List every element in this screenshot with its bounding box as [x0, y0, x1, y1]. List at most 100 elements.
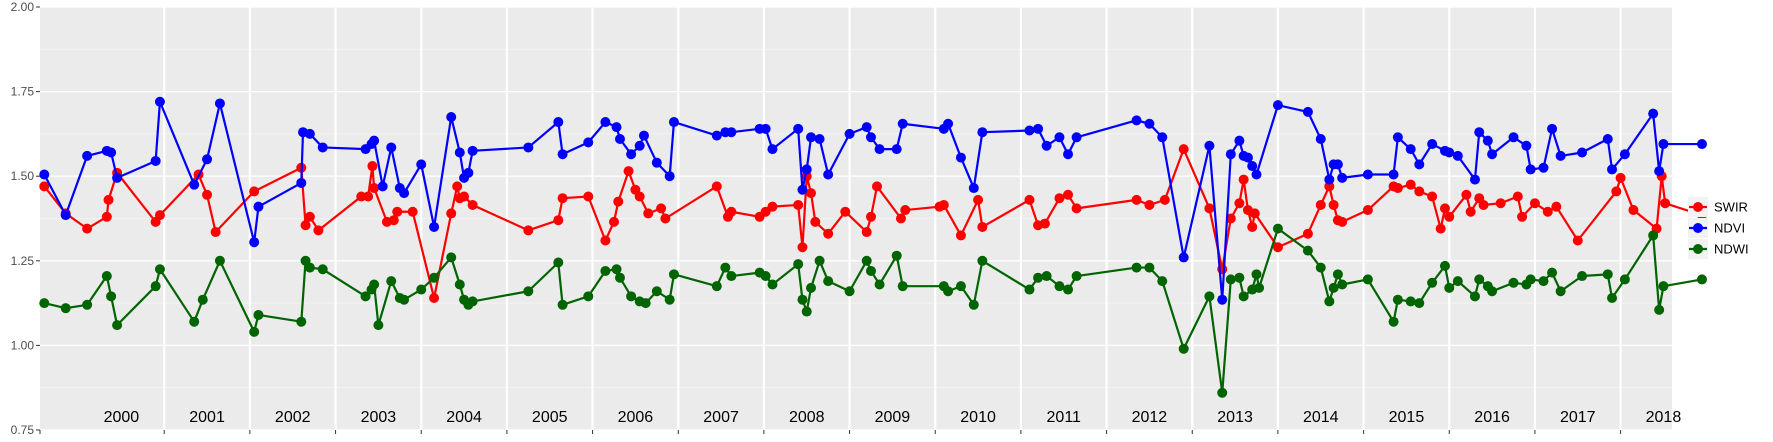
data-point-ndvi: [767, 144, 778, 155]
data-point-ndwi: [369, 279, 380, 290]
year-label: 2012: [1132, 409, 1168, 426]
data-point-ndvi: [1487, 149, 1498, 160]
data-point-ndvi: [416, 159, 427, 170]
data-point-swir: [767, 201, 778, 212]
data-point-ndwi: [726, 271, 737, 282]
data-point-swir: [1328, 199, 1339, 210]
data-point-ndwi: [557, 299, 568, 310]
data-point-swir: [1611, 186, 1622, 197]
year-label: 2009: [875, 409, 911, 426]
series-swir: [39, 144, 1707, 304]
data-point-ndwi: [1508, 277, 1519, 288]
data-point-ndwi: [865, 265, 876, 276]
data-point-ndwi: [1362, 274, 1373, 285]
data-point-ndwi: [150, 281, 161, 292]
data-point-swir: [154, 210, 165, 221]
data-point-ndvi: [1178, 252, 1189, 263]
data-point-ndwi: [373, 320, 384, 331]
data-point-swir: [1465, 206, 1476, 217]
data-point-ndvi: [977, 127, 988, 138]
data-point-ndwi: [611, 264, 622, 275]
data-point-ndwi: [82, 299, 93, 310]
data-point-swir: [760, 206, 771, 217]
data-point-ndwi: [955, 281, 966, 292]
data-point-ndwi: [1272, 223, 1283, 234]
data-point-ndvi: [1469, 174, 1480, 185]
data-point-ndvi: [249, 237, 260, 248]
data-point-ndvi: [557, 149, 568, 160]
data-point-ndwi: [399, 294, 410, 305]
data-point-swir: [1039, 218, 1050, 229]
data-point-ndvi: [1272, 100, 1283, 111]
data-point-swir: [1628, 205, 1639, 216]
data-point-swir: [793, 199, 804, 210]
data-point-ndwi: [1392, 294, 1403, 305]
data-point-swir: [1144, 199, 1155, 210]
y-tick-label: 1.50: [11, 169, 35, 183]
data-point-swir: [1337, 216, 1348, 227]
data-point-ndwi: [760, 271, 771, 282]
legend-key-point: [1693, 223, 1703, 233]
data-point-ndvi: [600, 117, 611, 128]
data-point-ndvi: [386, 142, 397, 153]
data-point-ndvi: [1131, 115, 1142, 126]
data-point-ndvi: [806, 132, 817, 143]
data-point-swir: [1478, 199, 1489, 210]
data-point-ndvi: [1324, 174, 1335, 185]
data-point-ndvi: [1405, 144, 1416, 155]
data-point-ndwi: [1178, 343, 1189, 354]
year-label: 2011: [1047, 409, 1082, 426]
data-point-ndvi: [638, 130, 649, 141]
data-point-ndwi: [823, 276, 834, 287]
data-point-ndvi: [317, 142, 328, 153]
data-point-ndwi: [317, 264, 328, 275]
data-point-ndvi: [429, 221, 440, 232]
data-point-swir: [392, 206, 403, 217]
data-point-ndvi: [1251, 169, 1262, 180]
data-point-ndvi: [1144, 118, 1155, 129]
data-point-ndvi: [797, 184, 808, 195]
data-point-ndwi: [446, 252, 457, 263]
data-point-swir: [452, 181, 463, 192]
data-point-swir: [1444, 211, 1455, 222]
data-point-swir: [467, 199, 478, 210]
year-label: 2002: [275, 409, 311, 426]
data-point-ndwi: [214, 255, 225, 266]
year-label: 2015: [1389, 409, 1425, 426]
year-label: 2008: [789, 409, 825, 426]
y-tick-label: 2.00: [11, 0, 35, 14]
data-point-ndvi: [1242, 152, 1253, 163]
data-point-ndvi: [760, 123, 771, 134]
data-point-ndwi: [1607, 293, 1618, 304]
data-point-ndwi: [1444, 282, 1455, 293]
data-point-swir: [1315, 199, 1326, 210]
year-labels: 2000 2001 2002 2003 2004 2005 2006 2007 2008 2009…: [104, 409, 1682, 426]
data-point-ndwi: [861, 255, 872, 266]
data-point-ndwi: [1217, 387, 1228, 398]
data-point-swir: [210, 227, 221, 238]
data-point-ndvi: [1414, 159, 1425, 170]
data-point-ndwi: [523, 286, 534, 297]
data-point-ndvi: [1204, 140, 1215, 151]
data-point-ndwi: [1474, 274, 1485, 285]
data-point-swir: [608, 216, 619, 227]
data-point-ndwi: [1144, 262, 1155, 273]
data-point-swir: [1615, 172, 1626, 183]
data-point-ndvi: [1619, 149, 1630, 160]
data-point-swir: [1159, 194, 1170, 205]
data-point-ndwi: [897, 281, 908, 292]
data-point-ndwi: [1525, 274, 1536, 285]
data-point-ndwi: [112, 320, 123, 331]
data-point-ndvi: [891, 144, 902, 155]
data-point-ndvi: [943, 118, 954, 129]
data-point-ndwi: [806, 282, 817, 293]
series-line-swir: [43, 148, 1703, 300]
data-point-ndwi: [1658, 281, 1669, 292]
data-point-ndwi: [1538, 276, 1549, 287]
data-point-ndvi: [968, 183, 979, 194]
data-point-swir: [313, 225, 324, 236]
data-point-ndwi: [651, 286, 662, 297]
data-point-swir: [623, 166, 634, 177]
data-point-ndwi: [1619, 274, 1630, 285]
data-point-ndvi: [865, 132, 876, 143]
